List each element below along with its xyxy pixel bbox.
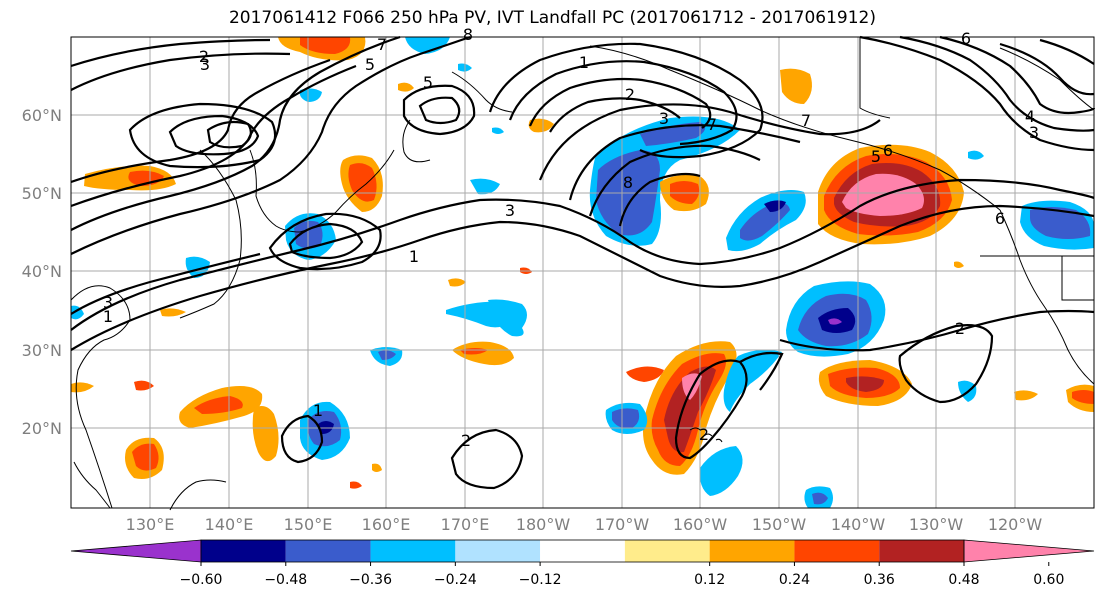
contour-label: 3 (505, 201, 515, 220)
colorbar-segment (455, 540, 541, 562)
colorbar-level-label: −0.12 (519, 572, 562, 588)
latitude-labels: 60°N 50°N 40°N 30°N 20°N (22, 106, 62, 438)
colorbar-level-label: 0.24 (779, 572, 810, 588)
contour-label: 1 (409, 247, 419, 266)
contour-label: 7 (801, 111, 811, 130)
lon-label: 130°W (909, 515, 964, 534)
colorbar-segment (624, 540, 710, 562)
colorbar-segment (370, 540, 456, 562)
ivt-contours (70, 35, 1096, 490)
contour-label: 2 (199, 47, 209, 66)
lat-label: 30°N (22, 341, 62, 360)
colorbar-high-extend (963, 539, 1095, 563)
colorbar-level-label: 0.60 (1033, 572, 1064, 588)
contour-label: 2 (699, 425, 709, 444)
colorbar-level-label: −0.36 (349, 572, 392, 588)
map-panel (71, 37, 1094, 508)
colorbar-level-label: −0.24 (434, 572, 477, 588)
contour-label: 7 (377, 35, 387, 54)
lon-label: 160°E (362, 515, 411, 534)
lat-label: 20°N (22, 419, 62, 438)
lon-label: 170°E (441, 515, 490, 534)
contour-label: 1 (103, 307, 113, 326)
lat-label: 60°N (22, 106, 62, 125)
contour-label: 3 (200, 55, 210, 74)
lat-label: 50°N (22, 184, 62, 203)
colorbar-segment (540, 540, 625, 562)
contour-label: 6 (995, 209, 1005, 228)
contour-label: 1 (313, 401, 323, 420)
lon-label: 130°E (126, 515, 175, 534)
colorbar-level-label: 0.36 (864, 572, 895, 588)
lon-label: 170°W (595, 515, 650, 534)
colorbar-outline (200, 539, 965, 563)
colorbar-level-label: −0.48 (264, 572, 307, 588)
colorbar-level-label: 0.48 (948, 572, 979, 588)
colorbar-segment (201, 540, 286, 562)
lon-label: 140°W (831, 515, 886, 534)
colorbar-tick-labels: −0.60 −0.48 −0.36 −0.24 −0.12 0.12 0.24 0.36 0.4… (180, 562, 1064, 588)
lon-label: 180°W (516, 515, 571, 534)
lon-label: 150°E (284, 515, 333, 534)
map-frame (70, 36, 1095, 509)
map-title: 2017061412 F066 250 hPa PV, IVT Landfall… (228, 8, 876, 28)
colorbar (70, 539, 1095, 563)
colorbar-low-extend (70, 539, 202, 563)
contour-label: 5 (423, 73, 433, 92)
colorbar-level-label: −0.60 (180, 572, 223, 588)
contour-label: 8 (623, 173, 633, 192)
colorbar-segment (285, 540, 371, 562)
colorbar-segment (879, 540, 964, 562)
lat-label: 40°N (22, 262, 62, 281)
contour-label: 4 (1025, 107, 1035, 126)
contour-label: 5 (365, 55, 375, 74)
lon-label: 160°W (673, 515, 728, 534)
colorbar-level-label: 0.12 (694, 572, 725, 588)
contour-label: 6 (883, 141, 893, 160)
lon-label: 120°W (988, 515, 1043, 534)
colorbar-segment (794, 540, 880, 562)
contour-label: 3 (1029, 123, 1039, 142)
contour-label: 2 (955, 319, 965, 338)
contour-label: 8 (463, 25, 473, 44)
contour-label: 3 (659, 109, 669, 128)
lon-label: 140°E (205, 515, 254, 534)
contour-label: 2 (461, 431, 471, 450)
contour-label: 2 (625, 85, 635, 104)
contour-label: 5 (871, 147, 881, 166)
graticule (71, 37, 1094, 508)
colorbar-segment (709, 540, 795, 562)
contour-label: 3 (103, 293, 113, 312)
contour-label: 1 (579, 53, 589, 72)
contour-label: 6 (961, 29, 971, 48)
longitude-labels: 130°E 140°E 150°E 160°E 170°E 180°W 170°W 160°W… (126, 515, 1043, 534)
lon-label: 150°W (752, 515, 807, 534)
contour-label: 7 (707, 115, 717, 134)
